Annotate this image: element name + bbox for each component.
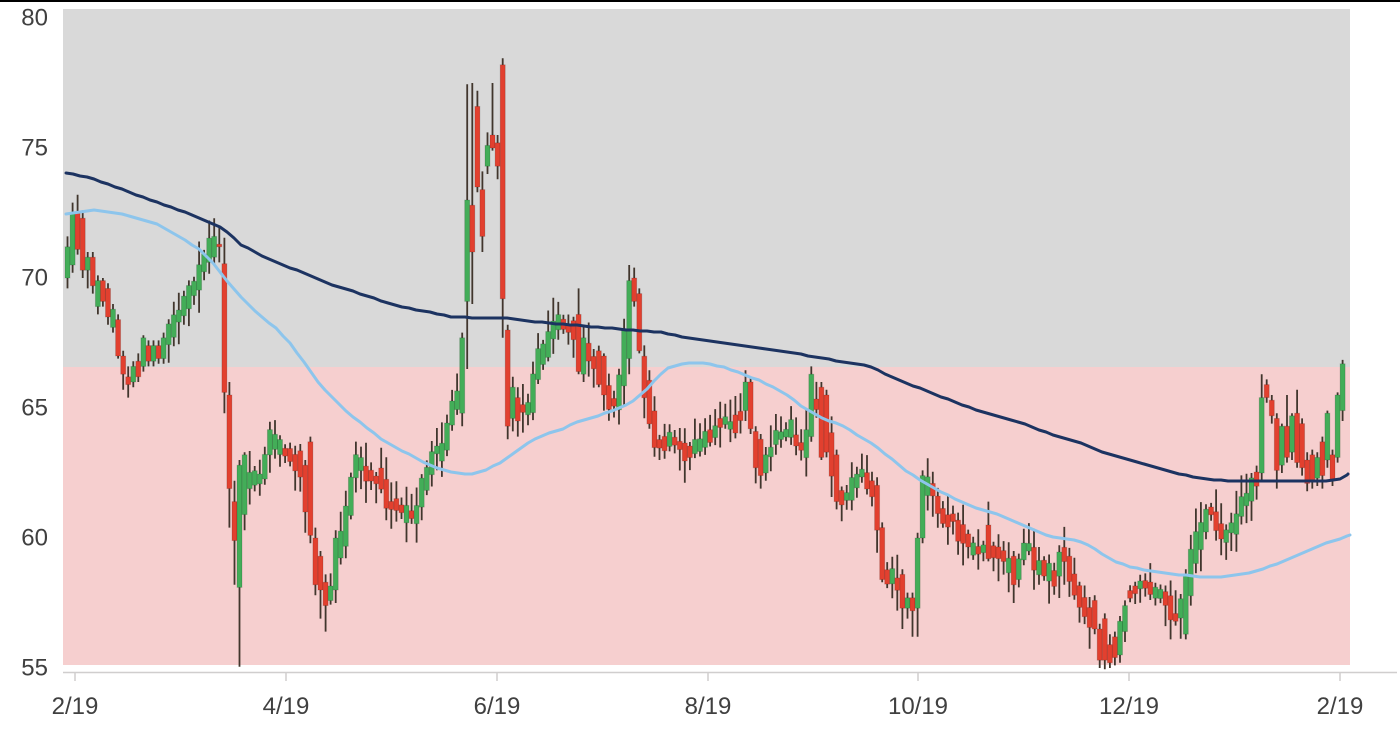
svg-text:80: 80 xyxy=(21,5,48,32)
svg-text:2/19: 2/19 xyxy=(52,693,99,720)
svg-text:10/19: 10/19 xyxy=(888,693,948,720)
svg-text:4/19: 4/19 xyxy=(263,693,310,720)
svg-text:12/19: 12/19 xyxy=(1099,693,1159,720)
svg-text:2/19: 2/19 xyxy=(1317,693,1364,720)
svg-text:6/19: 6/19 xyxy=(474,693,521,720)
svg-text:60: 60 xyxy=(21,525,48,552)
svg-text:75: 75 xyxy=(21,135,48,162)
svg-text:8/19: 8/19 xyxy=(685,693,732,720)
svg-text:65: 65 xyxy=(21,395,48,422)
svg-text:70: 70 xyxy=(21,265,48,292)
svg-text:55: 55 xyxy=(21,655,48,682)
